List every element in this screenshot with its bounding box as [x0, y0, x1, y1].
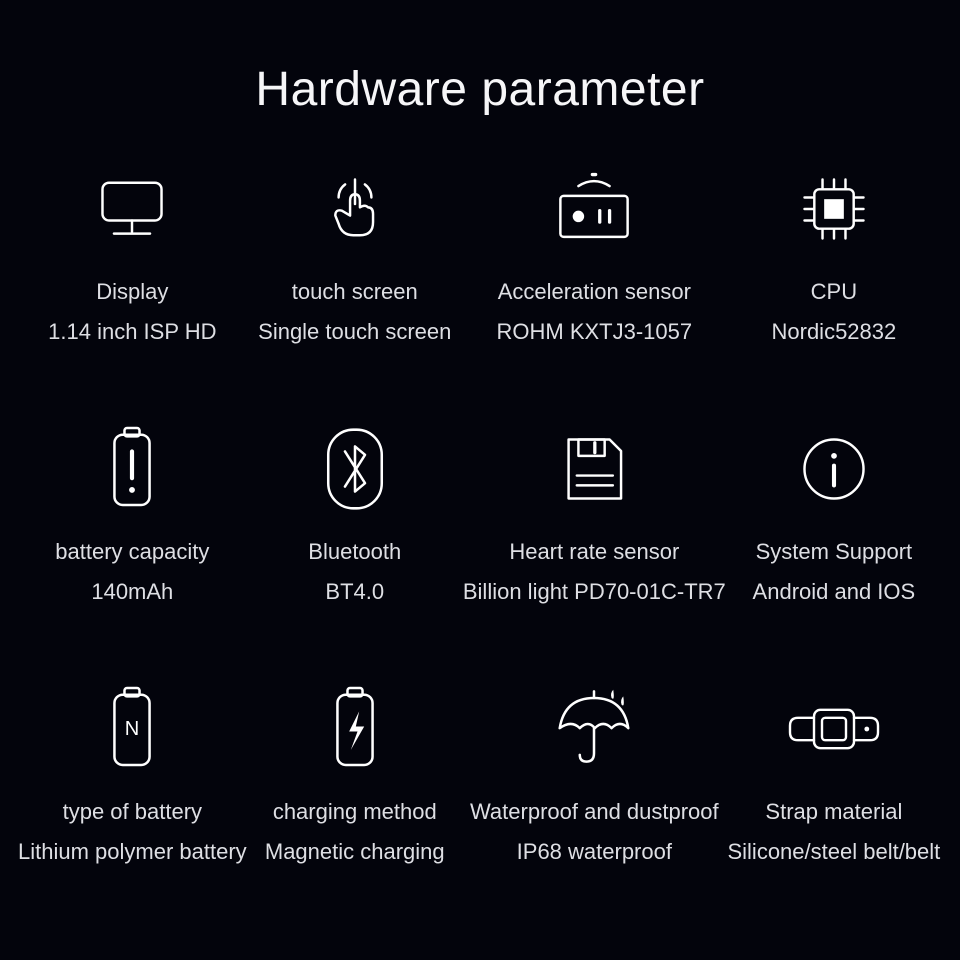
- spec-label: CPU: [811, 279, 857, 305]
- spec-value: Silicone/steel belt/belt: [727, 839, 940, 865]
- spec-label: Heart rate sensor: [509, 539, 679, 565]
- umbrella-icon: [548, 681, 640, 777]
- spec-value: Android and IOS: [753, 579, 916, 605]
- spec-charging: charging method Magnetic charging: [247, 681, 463, 941]
- spec-system-support: System Support Android and IOS: [726, 421, 942, 681]
- page-title: Hardware parameter: [0, 0, 960, 161]
- spec-label: charging method: [273, 799, 437, 825]
- spec-label: System Support: [756, 539, 913, 565]
- strap-icon: [782, 681, 886, 777]
- spec-label: Waterproof and dustproof: [470, 799, 719, 825]
- spec-cpu: CPU Nordic52832: [726, 161, 942, 421]
- spec-battery-capacity: battery capacity 140mAh: [18, 421, 247, 681]
- spec-grid: Display 1.14 inch ISP HD touch screen Si…: [0, 161, 960, 941]
- spec-value: Billion light PD70-01C-TR7: [463, 579, 726, 605]
- spec-waterproof: Waterproof and dustproof IP68 waterproof: [463, 681, 726, 941]
- spec-value: 1.14 inch ISP HD: [48, 319, 216, 345]
- bluetooth-icon: [321, 421, 389, 517]
- spec-label: battery capacity: [55, 539, 209, 565]
- spec-acceleration: Acceleration sensor ROHM KXTJ3-1057: [463, 161, 726, 421]
- display-icon: [91, 161, 173, 257]
- floppy-icon: [555, 421, 633, 517]
- spec-strap: Strap material Silicone/steel belt/belt: [726, 681, 942, 941]
- spec-touch: touch screen Single touch screen: [247, 161, 463, 421]
- spec-label: touch screen: [292, 279, 418, 305]
- spec-battery-type: N type of battery Lithium polymer batter…: [18, 681, 247, 941]
- cpu-icon: [793, 161, 875, 257]
- battery-exclaim-icon: [102, 421, 162, 517]
- spec-value: BT4.0: [325, 579, 384, 605]
- spec-value: Nordic52832: [772, 319, 897, 345]
- spec-bluetooth: Bluetooth BT4.0: [247, 421, 463, 681]
- spec-label: Strap material: [765, 799, 902, 825]
- spec-label: Bluetooth: [308, 539, 401, 565]
- spec-value: Single touch screen: [258, 319, 451, 345]
- touch-icon: [314, 161, 396, 257]
- spec-value: Magnetic charging: [265, 839, 445, 865]
- spec-heart-rate: Heart rate sensor Billion light PD70-01C…: [463, 421, 726, 681]
- camera-icon: [547, 161, 641, 257]
- spec-value: IP68 waterproof: [517, 839, 672, 865]
- spec-label: type of battery: [63, 799, 202, 825]
- spec-label: Acceleration sensor: [498, 279, 691, 305]
- battery-n-icon: N: [102, 681, 162, 777]
- spec-value: Lithium polymer battery: [18, 839, 247, 865]
- svg-text:N: N: [125, 718, 140, 740]
- spec-value: 140mAh: [91, 579, 173, 605]
- info-icon: [793, 421, 875, 517]
- battery-bolt-icon: [325, 681, 385, 777]
- spec-label: Display: [96, 279, 168, 305]
- spec-display: Display 1.14 inch ISP HD: [18, 161, 247, 421]
- spec-value: ROHM KXTJ3-1057: [497, 319, 693, 345]
